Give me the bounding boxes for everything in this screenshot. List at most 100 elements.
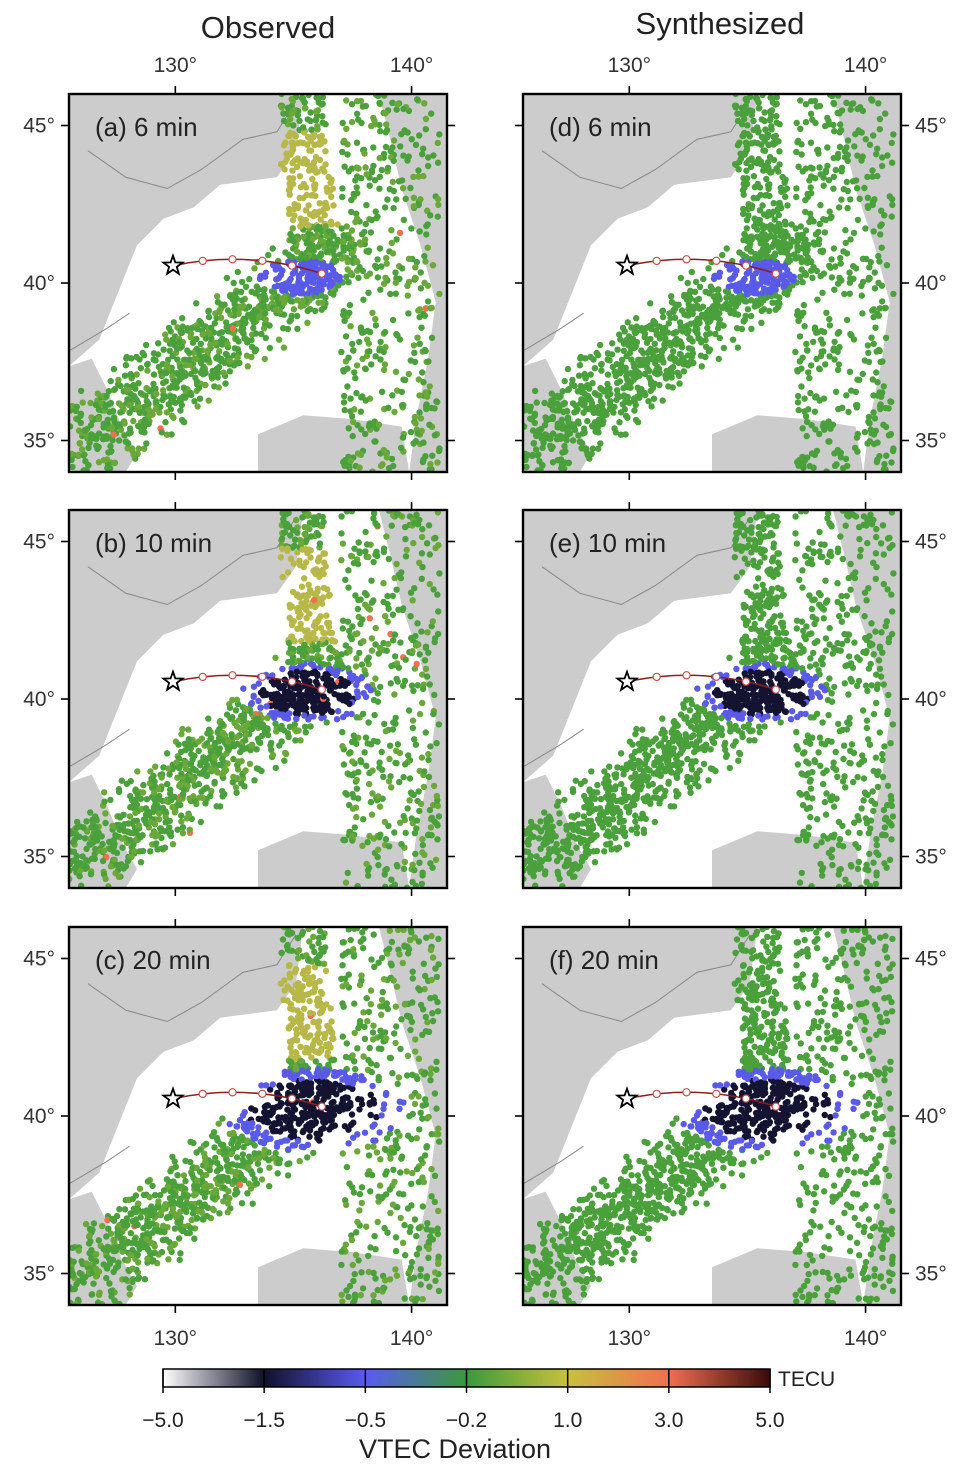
station-point (279, 510, 286, 517)
station-point (305, 980, 313, 988)
station-point (409, 597, 416, 604)
station-point (425, 1245, 432, 1253)
station-point (188, 1171, 196, 1178)
station-point (76, 867, 84, 874)
station-point (334, 659, 341, 667)
station-point (369, 309, 376, 316)
station-point (360, 296, 367, 303)
station-point (305, 290, 312, 297)
station-point (242, 737, 249, 744)
station-point (410, 440, 417, 447)
station-point (339, 939, 346, 946)
station-point (309, 1046, 316, 1053)
station-point (279, 711, 286, 718)
station-point (247, 725, 255, 733)
station-point (233, 734, 241, 741)
station-point (106, 838, 113, 845)
station-point (217, 1141, 225, 1148)
station-point (386, 755, 393, 763)
station-point (272, 654, 279, 661)
station-point (400, 927, 407, 934)
station-point (356, 1106, 363, 1113)
station-point (167, 393, 174, 401)
station-point (206, 754, 213, 761)
station-point (409, 878, 416, 886)
station-point (160, 1222, 167, 1230)
station-point (310, 159, 318, 166)
station-point (319, 636, 326, 643)
station-point (350, 1277, 357, 1285)
station-point (412, 420, 419, 427)
station-point (316, 156, 324, 164)
station-point (174, 1219, 182, 1226)
station-point (326, 1105, 333, 1112)
station-point (390, 1166, 397, 1174)
station-point (184, 347, 191, 354)
station-point (77, 410, 85, 417)
station-point (313, 515, 320, 522)
station-point (419, 525, 426, 533)
station-point (212, 370, 220, 377)
station-point (423, 1273, 431, 1280)
station-point (338, 225, 345, 232)
station-point (175, 1235, 183, 1242)
station-point (304, 1154, 311, 1161)
station-point (433, 792, 441, 800)
station-point (114, 1232, 121, 1239)
station-point (370, 1269, 377, 1277)
station-point (294, 625, 301, 632)
station-point (219, 335, 226, 343)
station-point (307, 1089, 314, 1097)
station-point (419, 699, 426, 707)
station-point (565, 385, 573, 393)
station-point (120, 1222, 128, 1229)
station-point (81, 427, 89, 434)
station-point (99, 857, 107, 865)
station-point (409, 717, 417, 724)
station-point (320, 693, 327, 700)
station-point (392, 1247, 400, 1255)
station-point (92, 1265, 100, 1273)
station-point (245, 1180, 253, 1187)
station-point (367, 1111, 374, 1119)
station-point (303, 240, 310, 247)
station-point (232, 707, 240, 714)
station-point (360, 1009, 367, 1016)
station-point (406, 1228, 413, 1236)
station-point (413, 1135, 420, 1142)
station-point (266, 1164, 273, 1171)
station-point (358, 1184, 366, 1191)
station-point (199, 366, 206, 374)
station-point (351, 824, 358, 831)
station-point (314, 1066, 322, 1073)
station-point (381, 1224, 388, 1232)
station-point (345, 425, 352, 432)
station-point (284, 569, 292, 576)
station-point (363, 860, 370, 868)
station-point (215, 384, 222, 391)
station-point (382, 1171, 389, 1178)
station-point (218, 1174, 225, 1181)
station-point (145, 406, 153, 414)
station-point (426, 806, 434, 814)
station-point (348, 101, 356, 108)
station-point (221, 1149, 229, 1156)
station-point (421, 768, 428, 775)
station-point (299, 514, 306, 521)
station-point (285, 733, 292, 741)
station-point (320, 960, 328, 967)
station-point (163, 798, 170, 805)
station-point (393, 510, 401, 517)
station-point (181, 740, 189, 747)
station-point (325, 592, 332, 599)
station-point (403, 1168, 410, 1175)
station-point (396, 1132, 403, 1139)
station-point (124, 396, 131, 403)
station-point (372, 208, 379, 215)
station-point (334, 708, 342, 715)
station-point (289, 143, 296, 150)
station-point (107, 796, 114, 804)
station-point (353, 813, 360, 821)
station-point (93, 442, 100, 449)
station-point (421, 657, 429, 664)
